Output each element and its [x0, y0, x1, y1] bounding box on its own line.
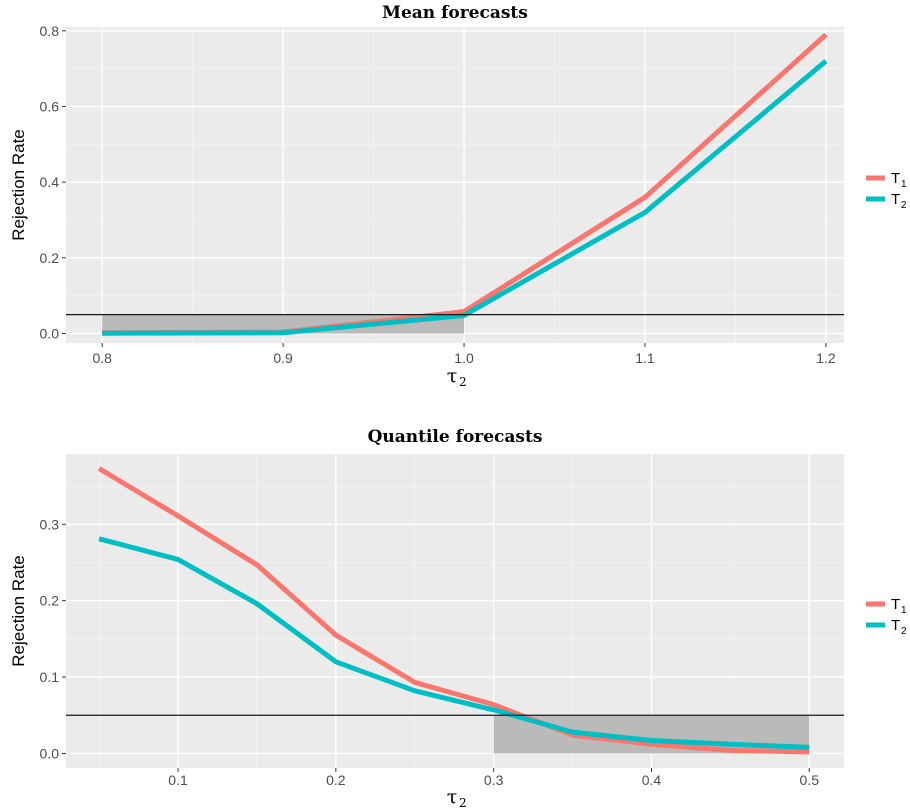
legend-label-t2: T — [891, 617, 900, 634]
y-tick-label: 0.0 — [40, 326, 60, 342]
legend-label-t1: T — [891, 170, 900, 187]
x-tick-label: 1.2 — [816, 350, 836, 366]
legend-label-subscript-t2: 2 — [901, 200, 907, 211]
x-tick-label: 1.1 — [635, 350, 655, 366]
legend-label-t2: T — [891, 191, 900, 208]
series-line-t2 — [98, 536, 810, 750]
y-tick-label: 0.2 — [40, 593, 60, 609]
y-tick-label: 0.4 — [40, 174, 60, 190]
x-tick-label: 0.3 — [484, 772, 504, 788]
chart-panel-1: 0.8 0.9 1.0 1.1 1.2 0.0 0.2 0.4 0.6 0.8 Mean forec… — [9, 3, 907, 389]
x-tick-label: 0.5 — [800, 772, 820, 788]
y-tick-label: 0.3 — [40, 516, 60, 532]
legend-label-t1: T — [891, 596, 900, 613]
x-tick-label: 1.0 — [454, 350, 474, 366]
x-axis-label-subscript: 2 — [459, 796, 467, 810]
chart-title: Quantile forecasts — [368, 427, 543, 447]
y-tick-label: 0.6 — [40, 98, 60, 114]
y-tick-label: 0.2 — [40, 250, 60, 266]
x-axis-label: τ — [447, 365, 458, 387]
legend-label-subscript-t1: 1 — [901, 605, 907, 616]
y-tick-label: 0.8 — [40, 23, 60, 39]
x-axis-label-subscript: 2 — [459, 375, 467, 389]
chart-panel-2: 0.1 0.2 0.3 0.4 0.5 0.0 0.1 0.2 0.3 Quantile fore… — [9, 427, 907, 810]
x-tick-label: 0.2 — [326, 772, 346, 788]
chart-title: Mean forecasts — [382, 3, 528, 23]
series-line-t2 — [102, 59, 828, 336]
x-tick-label: 0.1 — [168, 772, 188, 788]
y-axis-label: Rejection Rate — [9, 129, 28, 241]
y-axis-label: Rejection Rate — [9, 555, 28, 667]
x-tick-label: 0.9 — [273, 350, 293, 366]
legend: T 1T 2 — [866, 170, 907, 211]
legend: T 1T 2 — [866, 596, 907, 637]
series-line-t1 — [97, 466, 810, 755]
x-axis-label: τ — [447, 786, 458, 808]
legend-label-subscript-t1: 1 — [901, 179, 907, 190]
plot-background — [66, 27, 844, 343]
y-tick-label: 0.0 — [40, 745, 60, 761]
legend-label-subscript-t2: 2 — [901, 626, 907, 637]
y-tick-label: 0.1 — [40, 669, 60, 685]
x-tick-label: 0.8 — [92, 350, 112, 366]
x-tick-label: 0.4 — [642, 772, 662, 788]
